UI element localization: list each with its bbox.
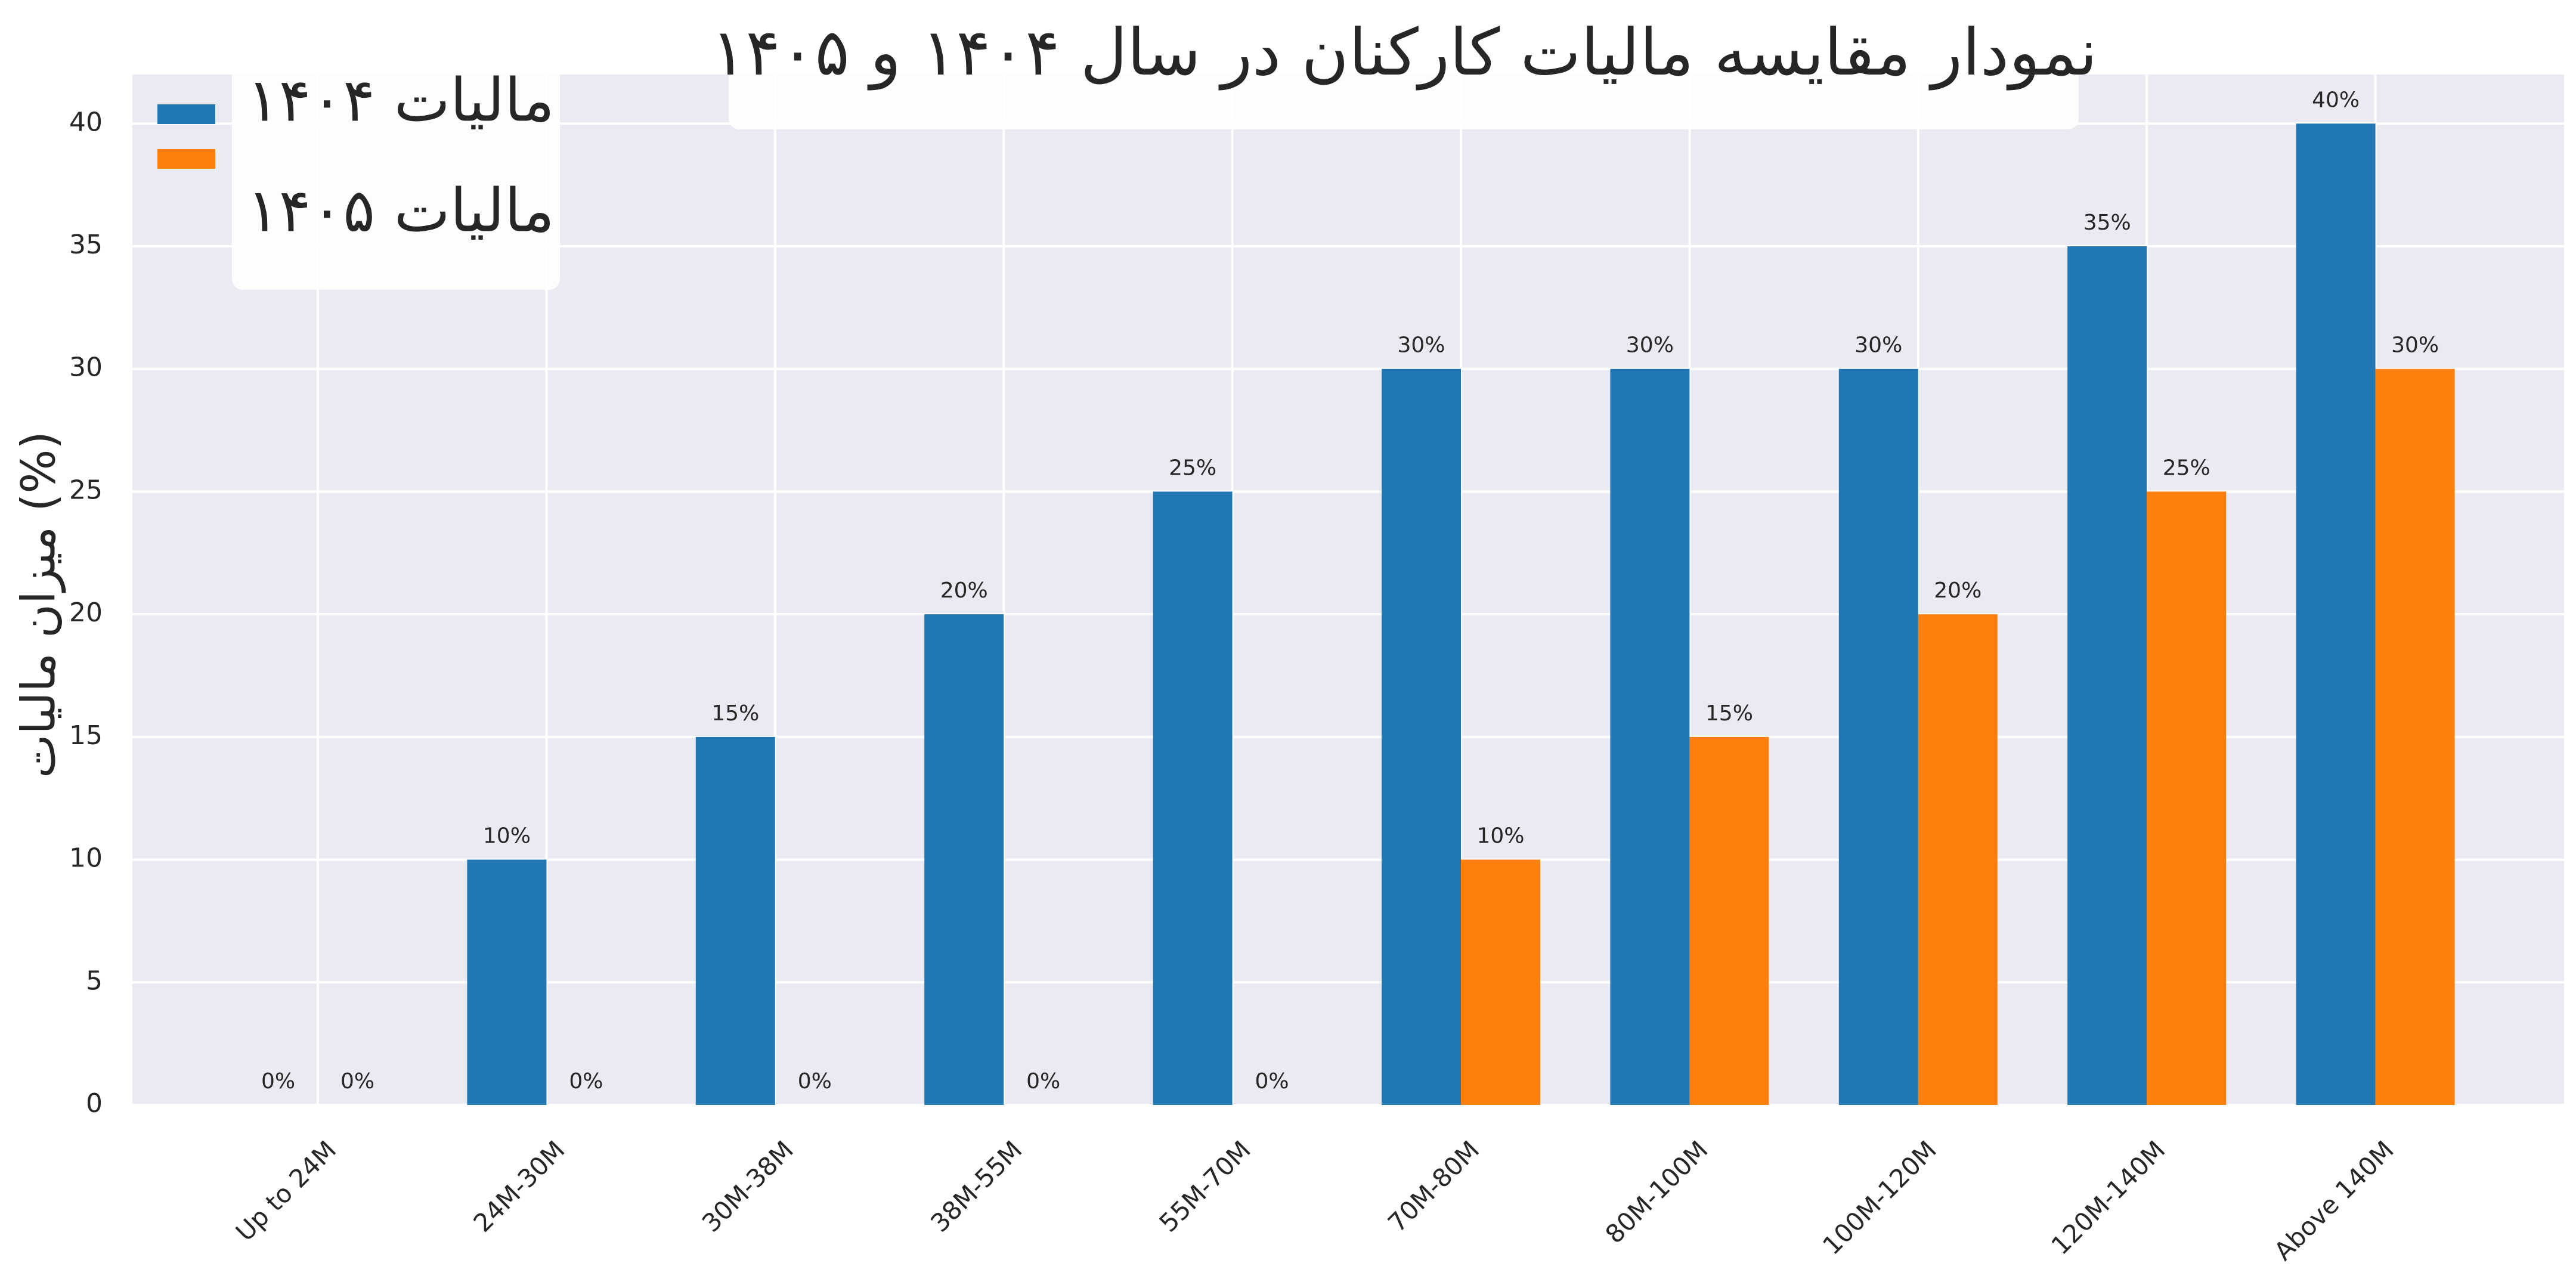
legend: مالیات ۱۴۰۴ مالیات ۱۴۰۵ bbox=[157, 65, 555, 245]
bar bbox=[1153, 491, 1233, 1105]
x-tick-label: Up to 24M bbox=[230, 1135, 342, 1247]
x-tick-label: 120M-140M bbox=[2045, 1135, 2171, 1261]
data-label: 20% bbox=[1934, 578, 1981, 603]
x-tick-label: 70M-80M bbox=[1382, 1135, 1485, 1238]
legend-swatch bbox=[157, 104, 215, 124]
bar bbox=[1610, 369, 1690, 1105]
legend-label: مالیات ۱۴۰۴ bbox=[247, 65, 555, 135]
x-tick-label: 38M-55M bbox=[925, 1135, 1027, 1238]
y-tick-label: 30 bbox=[69, 352, 103, 383]
data-label: 15% bbox=[711, 701, 759, 726]
bar bbox=[924, 614, 1004, 1105]
legend-box bbox=[232, 66, 560, 290]
x-tick-label: 24M-30M bbox=[467, 1135, 570, 1238]
bars bbox=[467, 123, 2455, 1105]
bar bbox=[2067, 246, 2147, 1105]
bar bbox=[1382, 369, 1461, 1105]
data-label: 30% bbox=[2391, 333, 2439, 358]
data-label: 0% bbox=[261, 1069, 295, 1094]
bar bbox=[695, 736, 775, 1105]
data-label: 0% bbox=[340, 1069, 374, 1094]
x-tick-label: 80M-100M bbox=[1600, 1135, 1714, 1249]
bar bbox=[1838, 369, 1918, 1105]
data-label: 35% bbox=[2083, 210, 2131, 235]
y-tick-label: 0 bbox=[86, 1088, 103, 1119]
data-label: 25% bbox=[2163, 456, 2210, 480]
data-label: 40% bbox=[2312, 88, 2360, 112]
legend-swatch bbox=[157, 149, 215, 169]
bar bbox=[2147, 491, 2227, 1105]
y-tick-label: 10 bbox=[69, 843, 103, 874]
y-tick-label: 40 bbox=[69, 107, 103, 137]
y-tick-label: 25 bbox=[69, 475, 103, 505]
bar bbox=[467, 859, 547, 1105]
data-label: 0% bbox=[1026, 1069, 1060, 1094]
x-tick-label: 30M-38M bbox=[696, 1135, 799, 1238]
bar bbox=[1461, 859, 1540, 1105]
data-label: 30% bbox=[1854, 333, 1902, 358]
data-label: 0% bbox=[569, 1069, 603, 1094]
data-label: 30% bbox=[1626, 333, 1674, 358]
data-label: 15% bbox=[1705, 701, 1753, 726]
data-label: 10% bbox=[1476, 824, 1524, 849]
data-label: 30% bbox=[1397, 333, 1445, 358]
x-tick-label: Above 140M bbox=[2268, 1135, 2399, 1267]
y-tick-label: 35 bbox=[69, 230, 103, 260]
data-label: 10% bbox=[483, 824, 531, 849]
bar bbox=[2296, 123, 2376, 1105]
bar bbox=[2375, 369, 2455, 1105]
x-tick-label: 100M-120M bbox=[1817, 1135, 1942, 1261]
legend-label: مالیات ۱۴۰۵ bbox=[247, 175, 555, 245]
y-tick-label: 20 bbox=[69, 597, 103, 628]
data-label: 25% bbox=[1169, 456, 1216, 480]
chart-title: نمودار مقایسه مالیات کارکنان در سال ۱۴۰۴… bbox=[711, 16, 2098, 91]
bar bbox=[1689, 736, 1769, 1105]
y-axis-label: میزان مالیات (%) bbox=[12, 431, 66, 778]
title-box bbox=[729, 0, 2079, 129]
data-label: 0% bbox=[1255, 1069, 1289, 1094]
bar bbox=[1918, 614, 1998, 1105]
x-tick-label: 55M-70M bbox=[1154, 1135, 1256, 1238]
y-tick-label: 5 bbox=[86, 965, 103, 996]
data-label: 20% bbox=[940, 578, 988, 603]
data-label: 0% bbox=[798, 1069, 832, 1094]
y-tick-label: 15 bbox=[69, 720, 103, 751]
